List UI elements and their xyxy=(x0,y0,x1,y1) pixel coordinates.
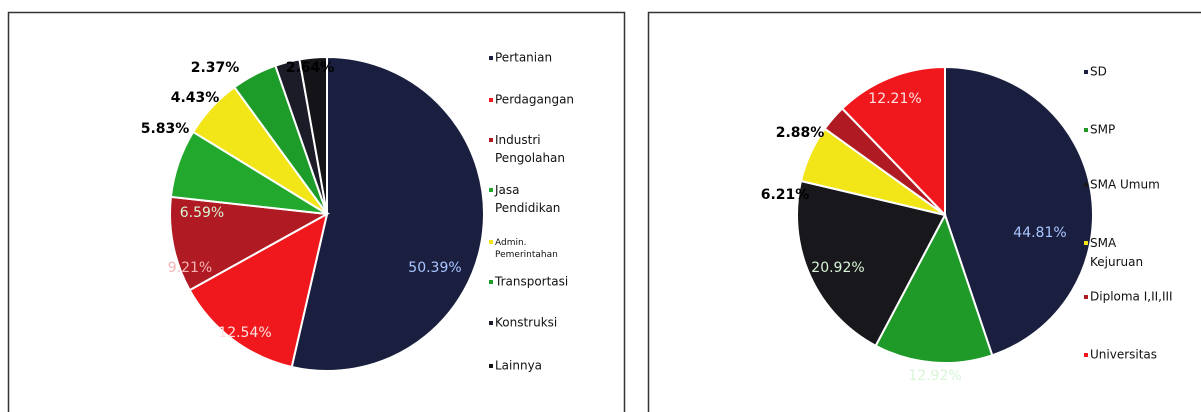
pie-slice xyxy=(298,55,328,215)
data-label: 12.21% xyxy=(868,91,921,107)
legend-marker xyxy=(1084,70,1088,74)
legend-label: SD xyxy=(1090,65,1107,79)
chart-1: 50.39% 12.54% 9.21% 6.59% 5.83% 4.43% 2.37% 2.6… xyxy=(141,51,574,373)
legend-label: Perdagangan xyxy=(495,93,574,107)
data-label: 20.92% xyxy=(811,260,864,276)
data-label: 44.81% xyxy=(1013,225,1066,241)
legend-marker xyxy=(489,98,493,102)
legend-marker xyxy=(489,56,493,60)
legend-marker xyxy=(1084,295,1088,299)
data-label: 6.59% xyxy=(180,205,224,221)
pie-slice xyxy=(169,195,331,292)
legend-label: Transportasi xyxy=(494,275,568,289)
legend-marker xyxy=(489,138,493,142)
legend-label: SMA Umum xyxy=(1090,178,1160,192)
legend-label: Jasa Pendidikan xyxy=(494,183,560,215)
data-label: 9.21% xyxy=(168,260,212,276)
legend-label: Universitas xyxy=(1090,348,1157,362)
data-label: 5.83% xyxy=(141,121,190,137)
pie-slice xyxy=(796,179,947,348)
legend-marker xyxy=(489,188,493,192)
legend-label: Lainnya xyxy=(495,359,542,373)
legend-label: Pertanian xyxy=(495,51,552,65)
data-label: 2.88% xyxy=(776,125,825,141)
data-label: 2.64% xyxy=(286,60,335,76)
legend-label: SMA Kejuruan xyxy=(1090,236,1143,269)
pie-slice xyxy=(874,212,994,364)
legend-marker xyxy=(1084,128,1088,132)
legend-label: Industri Pengolahan xyxy=(495,133,565,165)
legend-label: Diploma I,II,III xyxy=(1090,290,1173,304)
legend-marker xyxy=(489,364,493,368)
data-label: 6.21% xyxy=(761,187,810,203)
chart-2: 44.81% 12.92% 20.92% 6.21% 2.88% 12.21% SD SMP S… xyxy=(761,65,1173,385)
pie-slice xyxy=(840,65,946,218)
legend-marker xyxy=(1084,353,1088,357)
pie-slice xyxy=(188,212,329,369)
legend-marker xyxy=(1084,241,1088,245)
legend-marker xyxy=(489,240,493,244)
legend-label: SMP xyxy=(1090,123,1115,137)
data-label: 2.37% xyxy=(191,60,240,76)
pie-slice xyxy=(944,65,1094,357)
legend-marker xyxy=(489,280,493,284)
data-label: 12.92% xyxy=(908,368,961,384)
data-label: 50.39% xyxy=(408,260,461,276)
data-label: 12.54% xyxy=(218,325,271,341)
legend-marker xyxy=(489,321,493,325)
pie-slice xyxy=(290,55,485,372)
legend-marker xyxy=(1084,183,1088,187)
legend-label: Admin. Pemerintahan xyxy=(495,238,558,260)
data-label: 4.43% xyxy=(171,90,220,106)
legend-label: Konstruksi xyxy=(495,316,557,330)
